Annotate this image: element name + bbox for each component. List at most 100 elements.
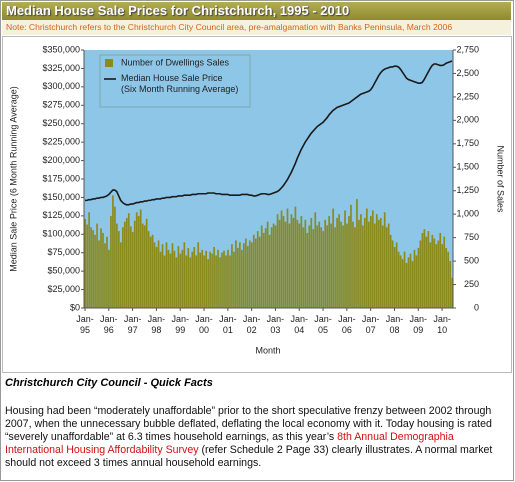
y2-tick-label: 500: [464, 255, 479, 265]
bar: [348, 216, 350, 308]
x-tick-label: Jan-10: [433, 314, 451, 335]
line: [84, 60, 453, 206]
bar: [201, 249, 204, 308]
x-tick-label: Jan-04: [290, 314, 308, 335]
x-tick-label: Jan-06: [338, 314, 356, 335]
y-tick-label: $200,000: [42, 155, 80, 165]
bar: [167, 249, 170, 308]
bar: [229, 255, 231, 308]
x-tick-label: Jan-09: [410, 314, 428, 335]
bar: [358, 219, 360, 308]
bar: [197, 242, 200, 308]
bar: [155, 247, 158, 308]
bar: [264, 228, 267, 308]
x-axis-title: Month: [255, 345, 280, 355]
bar: [354, 227, 356, 308]
bar: [407, 257, 410, 308]
bar: [371, 210, 374, 308]
bar: [250, 242, 253, 308]
y-tick-label: $225,000: [42, 137, 80, 147]
y-tick-label: $275,000: [42, 100, 80, 110]
bar: [405, 262, 408, 308]
y-tick-label: $175,000: [42, 173, 80, 183]
bar: [256, 231, 259, 308]
bar: [431, 234, 434, 308]
bar: [284, 221, 287, 308]
bar: [413, 249, 416, 308]
bar: [294, 206, 297, 308]
bar: [324, 219, 327, 308]
facts-text: Housing had been “moderately unaffordabl…: [5, 405, 492, 443]
bar: [227, 249, 229, 308]
bar: [282, 216, 285, 308]
bar: [223, 250, 225, 308]
bar: [207, 259, 209, 308]
bar: [435, 244, 438, 308]
bar: [215, 255, 217, 308]
bar: [254, 238, 257, 308]
bar: [233, 251, 235, 308]
bar: [421, 232, 424, 308]
title: Median House Sale Prices for Christchurc…: [2, 2, 511, 20]
bar: [334, 227, 336, 308]
bar: [373, 223, 376, 308]
bar: [137, 216, 140, 308]
bar: [366, 208, 368, 308]
bar: [258, 236, 261, 308]
bar: [288, 223, 291, 308]
bar: [217, 249, 219, 308]
bar: [356, 199, 358, 308]
bar: [88, 212, 90, 308]
bar: [290, 214, 293, 308]
legend-label: Number of Dwellings Sales: [121, 57, 230, 67]
bar: [306, 232, 309, 308]
y2-tick-label: 1,000: [456, 209, 479, 219]
bar: [219, 257, 221, 308]
bar: [381, 225, 384, 308]
bar: [181, 249, 184, 308]
bar: [191, 251, 194, 308]
bar: [360, 214, 362, 308]
y-tick-label: $75,000: [47, 247, 80, 257]
bar: [268, 234, 271, 308]
bar: [367, 221, 370, 308]
bar: [441, 244, 444, 308]
y-tick-label: $100,000: [42, 229, 80, 239]
bar: [433, 238, 436, 308]
y2-tick-label: 1,250: [456, 185, 479, 195]
bar: [419, 240, 422, 308]
bar: [330, 223, 332, 308]
x-tick-label: Jan-05: [314, 314, 332, 335]
bar: [104, 243, 106, 308]
bar: [403, 251, 406, 308]
bar: [260, 225, 263, 308]
bar: [189, 257, 192, 308]
bar: [286, 208, 289, 308]
bar: [417, 247, 420, 308]
bar: [346, 223, 348, 308]
legend-swatch: [105, 59, 113, 67]
bar: [84, 218, 86, 308]
bar: [121, 227, 124, 308]
y-tick-label: $125,000: [42, 210, 80, 220]
bar: [445, 247, 448, 308]
bar: [145, 218, 148, 308]
bar: [163, 255, 166, 308]
note: Note: Christchurch refers to the Christc…: [2, 20, 511, 35]
facts-link[interactable]: 8th Annual Demographia International Hou…: [5, 431, 454, 456]
bar: [127, 213, 130, 308]
bar: [352, 221, 354, 308]
bar: [429, 242, 432, 308]
bar: [96, 223, 98, 308]
bar: [179, 253, 182, 308]
bar: [151, 234, 154, 308]
y-tick-label: $150,000: [42, 192, 80, 202]
bar: [302, 227, 305, 308]
x-tick-label: Jan-97: [124, 314, 142, 335]
bar: [209, 251, 211, 308]
legend-label: Median House Sale Price (Six Month Runnin…: [121, 73, 238, 94]
bar: [274, 225, 277, 308]
bar: [393, 247, 396, 308]
bar: [328, 216, 330, 308]
